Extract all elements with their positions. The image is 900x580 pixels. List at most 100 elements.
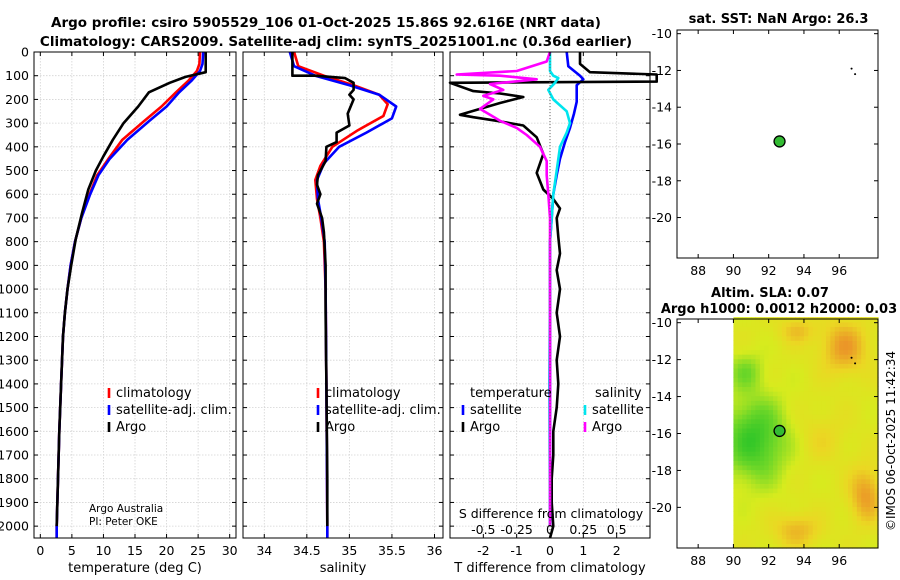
sla-cell — [839, 386, 845, 392]
sla-cell — [803, 344, 809, 351]
sla-cell — [825, 501, 831, 508]
sla-cell — [803, 367, 809, 374]
sla-cell — [870, 497, 876, 503]
sla-cell — [870, 400, 876, 406]
sla-cell — [777, 404, 783, 411]
sla-cell — [865, 404, 871, 411]
sla-cell — [795, 451, 801, 457]
sla-cell — [786, 354, 792, 360]
sla-cell — [759, 451, 765, 457]
sla-cell — [773, 497, 779, 503]
sla-cell — [852, 423, 858, 429]
sla-cell — [768, 367, 774, 374]
sla-cell — [799, 487, 805, 494]
sla-cell — [848, 538, 854, 544]
sla-cell — [786, 455, 792, 461]
sla-cell — [746, 377, 752, 383]
sla-cell — [843, 335, 849, 341]
sla-cell — [839, 487, 845, 494]
sla-cell — [755, 474, 761, 480]
sla-cell — [755, 451, 761, 457]
sla-cell — [808, 344, 814, 351]
sla-cell — [848, 418, 854, 424]
sla-cell — [790, 524, 796, 531]
sla-cell — [848, 427, 854, 434]
sla-cell — [795, 340, 801, 346]
sla-cell — [751, 501, 757, 508]
sla-cell — [821, 501, 827, 508]
sla-cell — [742, 534, 748, 540]
sla-cell — [803, 501, 809, 508]
sla-cell — [865, 455, 871, 461]
sla-cell — [755, 349, 761, 355]
sla-cell — [812, 344, 818, 351]
sla-cell — [781, 469, 787, 475]
sla-cell — [812, 414, 818, 420]
sla-cell — [825, 377, 831, 383]
sla-cell — [737, 460, 743, 466]
sla-cell — [768, 358, 774, 364]
sla-cell — [803, 455, 809, 461]
sla-cell — [808, 469, 814, 475]
sla-cell — [773, 511, 779, 517]
sla-cell — [803, 529, 809, 535]
sla-cell — [733, 414, 739, 420]
sla-cell — [830, 409, 836, 415]
sla-cell — [768, 427, 774, 434]
sla-cell — [773, 474, 779, 480]
sla-cell — [856, 414, 862, 420]
sla-cell — [751, 441, 757, 448]
sla-cell — [812, 451, 818, 457]
sla-cell — [839, 414, 845, 420]
sla-cell — [843, 367, 849, 374]
sla-cell — [773, 524, 779, 531]
sla-cell — [795, 358, 801, 364]
sla-cell — [848, 437, 854, 443]
sla-cell — [755, 367, 761, 374]
sla-cell — [839, 377, 845, 383]
sla-cell — [870, 326, 876, 332]
sla-cell — [812, 326, 818, 332]
sla-cell — [777, 483, 783, 489]
depth-tick-label: 700 — [5, 210, 29, 225]
sla-cell — [874, 404, 879, 411]
sla-cell — [799, 529, 805, 535]
sla-cell — [852, 515, 858, 521]
sla-cell — [755, 497, 761, 503]
sla-cell — [843, 340, 849, 346]
sla-cell — [848, 460, 854, 466]
temperature-series-argo — [55, 52, 207, 527]
sla-cell — [790, 372, 796, 378]
sla-cell — [773, 446, 779, 452]
sla-cell — [843, 446, 849, 452]
sla-cell — [781, 432, 787, 438]
sla-cell — [751, 492, 757, 498]
sla-cell — [830, 358, 836, 364]
sla-cell — [764, 451, 770, 457]
sla-cell — [834, 515, 840, 521]
sla-cell — [759, 354, 765, 360]
sla-cell — [799, 515, 805, 521]
sla-cell — [795, 455, 801, 461]
sla-cell — [737, 349, 743, 355]
sla-cell — [755, 404, 761, 411]
sla-cell — [830, 340, 836, 346]
sla-cell — [737, 534, 743, 540]
sla-cell — [821, 524, 827, 531]
sla-cell — [848, 446, 854, 452]
sla-cell — [812, 520, 818, 526]
sla-cell — [786, 515, 792, 521]
sla-cell — [874, 441, 879, 448]
sla-cell — [742, 358, 748, 364]
temperature-annotation: PI: Peter OKE — [89, 516, 158, 528]
sla-cell — [790, 391, 796, 397]
sla-cell — [865, 501, 871, 508]
salinity-legend-label: Argo — [325, 420, 355, 435]
sla-cell — [781, 437, 787, 443]
sla-cell — [781, 414, 787, 420]
sla-cell — [777, 534, 783, 540]
sla-cell — [795, 326, 801, 332]
sla-cell — [834, 418, 840, 424]
sla-cell — [755, 381, 761, 388]
sla-cell — [843, 409, 849, 415]
